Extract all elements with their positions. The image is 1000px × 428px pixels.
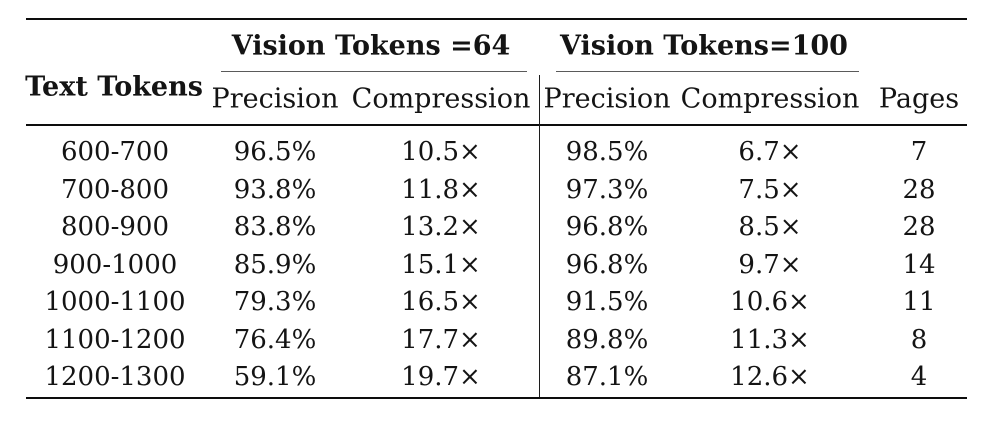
group-divider-line	[538, 75, 541, 397]
column-header-text-tokens: Text Tokens	[25, 71, 203, 103]
cell-compression-64: 19.7×	[401, 362, 481, 392]
cell-text-tokens: 900-1000	[52, 249, 178, 280]
column-header-precision-64: Precision	[211, 83, 339, 115]
cell-pages: 11	[902, 287, 936, 317]
group-header-vision-tokens-64: Vision Tokens =64	[231, 30, 511, 62]
table-header-rule	[26, 124, 967, 127]
cell-compression-100: 7.5×	[738, 174, 802, 205]
cell-text-tokens: 600-700	[60, 137, 170, 167]
cell-compression-100: 6.7×	[738, 137, 802, 167]
cell-precision-100: 91.5%	[565, 287, 649, 317]
cell-text-tokens: 800-900	[60, 212, 170, 242]
column-header-precision-100: Precision	[543, 83, 671, 115]
cell-compression-100: 11.3×	[730, 324, 810, 355]
cell-text-tokens: 1000-1100	[44, 287, 186, 317]
cmidrule-vision-tokens-100	[556, 70, 859, 72]
cell-compression-100: 10.6×	[730, 287, 810, 317]
cell-precision-64: 59.1%	[233, 362, 317, 392]
cell-precision-100: 89.8%	[565, 324, 649, 355]
table-bottom-rule	[26, 397, 967, 400]
table-row: 900-1000 85.9% 15.1× 96.8% 9.7× 14	[0, 246, 1000, 284]
cell-compression-100: 9.7×	[738, 249, 802, 280]
cell-precision-64: 85.9%	[233, 249, 317, 280]
cell-compression-64: 13.2×	[401, 212, 481, 242]
table-row: 700-800 93.8% 11.8× 97.3% 7.5× 28	[0, 171, 1000, 209]
cell-precision-100: 96.8%	[565, 212, 649, 242]
cell-compression-64: 16.5×	[401, 287, 481, 317]
cmidrule-vision-tokens-64	[221, 70, 527, 72]
cell-precision-64: 96.5%	[233, 137, 317, 167]
table-top-rule	[26, 17, 967, 21]
table-row: 600-700 96.5% 10.5× 98.5% 6.7× 7	[0, 133, 1000, 171]
cell-precision-100: 96.8%	[565, 249, 649, 280]
group-header-vision-tokens-100: Vision Tokens=100	[560, 30, 848, 62]
cell-precision-100: 97.3%	[565, 174, 649, 205]
cell-pages: 4	[910, 362, 928, 392]
cell-pages: 14	[902, 249, 936, 280]
column-header-compression-100: Compression	[680, 83, 860, 115]
cell-text-tokens: 700-800	[60, 174, 170, 205]
cell-compression-100: 8.5×	[738, 212, 802, 242]
cell-pages: 8	[910, 324, 928, 355]
cell-compression-64: 15.1×	[401, 249, 481, 280]
cell-compression-64: 11.8×	[401, 174, 481, 205]
table-row: 1000-1100 79.3% 16.5× 91.5% 10.6× 11	[0, 283, 1000, 321]
cell-pages: 28	[902, 212, 936, 242]
table-row: 1200-1300 59.1% 19.7× 87.1% 12.6× 4	[0, 358, 1000, 396]
cell-compression-64: 17.7×	[401, 324, 481, 355]
cell-precision-64: 83.8%	[233, 212, 317, 242]
cell-compression-64: 10.5×	[401, 137, 481, 167]
cell-compression-100: 12.6×	[730, 362, 810, 392]
cell-precision-64: 76.4%	[233, 324, 317, 355]
cell-text-tokens: 1200-1300	[44, 362, 186, 392]
cell-precision-100: 87.1%	[565, 362, 649, 392]
cell-pages: 7	[910, 137, 928, 167]
cell-pages: 28	[902, 174, 936, 205]
cell-text-tokens: 1100-1200	[44, 324, 186, 355]
table-row: 1100-1200 76.4% 17.7× 89.8% 11.3× 8	[0, 321, 1000, 359]
cell-precision-64: 79.3%	[233, 287, 317, 317]
table-row: 800-900 83.8% 13.2× 96.8% 8.5× 28	[0, 208, 1000, 246]
cell-precision-100: 98.5%	[565, 137, 649, 167]
column-header-pages: Pages	[878, 83, 960, 115]
cell-precision-64: 93.8%	[233, 174, 317, 205]
column-header-compression-64: Compression	[351, 83, 531, 115]
